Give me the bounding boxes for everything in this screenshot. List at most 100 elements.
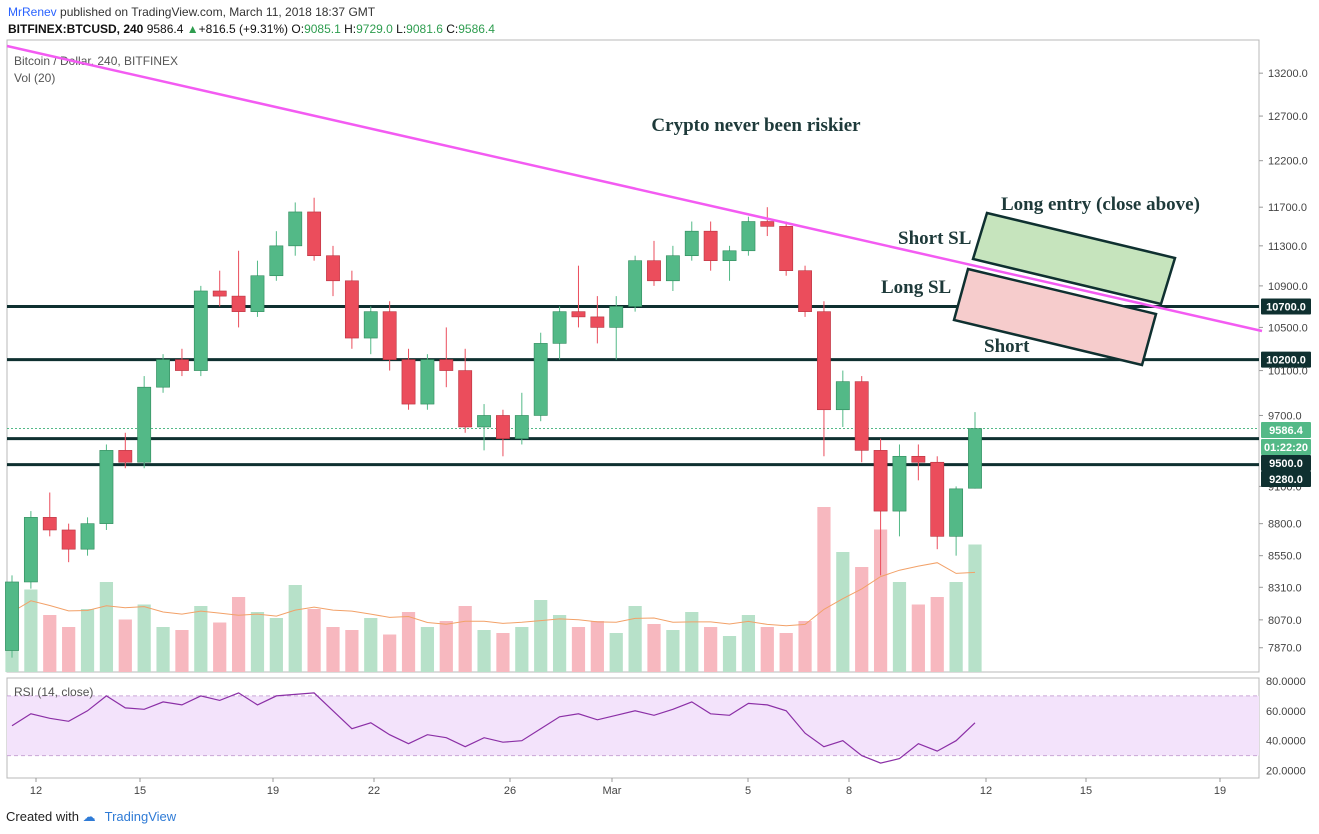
last-price: 9586.4 (146, 22, 184, 36)
long-sl-label: Long SL (881, 277, 951, 298)
price-marker-box (1261, 298, 1311, 315)
candle-body (401, 359, 416, 405)
candle-body (798, 270, 812, 312)
price-tick-label: 12200.0 (1268, 156, 1308, 168)
rsi-line (11, 692, 976, 764)
volume-bar (269, 618, 283, 672)
author-name[interactable]: MrRenev (8, 5, 57, 19)
candle-body (61, 529, 76, 550)
volume-bar (930, 597, 944, 672)
volume-bar (307, 609, 321, 672)
volume-bar (515, 627, 529, 672)
candle-body (42, 517, 57, 531)
price-tick-label: 8550.0 (1268, 551, 1302, 563)
volume-label: Vol (20) (14, 71, 55, 85)
candle-body (288, 211, 303, 247)
candle-body (854, 381, 869, 451)
volume-bar (722, 636, 737, 672)
candle-body (363, 311, 378, 339)
price-marker-label: 10200.0 (1266, 355, 1306, 367)
candle-body (741, 221, 756, 252)
candle-body (533, 343, 548, 416)
candle-body (439, 359, 454, 371)
volume-bar (892, 582, 907, 672)
price-tick-label: 12700.0 (1268, 111, 1308, 123)
volume-bar (817, 507, 831, 672)
volume-bar (458, 606, 472, 672)
candle-body (420, 359, 435, 405)
price-tick-label: 9700.0 (1268, 410, 1302, 422)
time-tick-label: 26 (504, 785, 516, 797)
candle-body (344, 280, 359, 339)
volume-bar (43, 615, 57, 672)
price-tick-label: 8310.0 (1268, 582, 1302, 594)
time-tick-label: 19 (1214, 785, 1226, 797)
price-tick-label: 11300.0 (1268, 241, 1307, 253)
volume-bar (326, 627, 340, 672)
time-tick-label: 12 (30, 785, 42, 797)
candle-body (307, 211, 322, 257)
candle-body (722, 250, 737, 261)
high-value: 9729.0 (356, 22, 393, 36)
volume-bar (968, 544, 982, 672)
candle-body (212, 290, 227, 297)
short-label: Short (984, 336, 1030, 357)
candle-body (99, 450, 114, 524)
price-tick-label: 13200.0 (1268, 68, 1308, 80)
volume-bar (741, 615, 756, 672)
candle-body (175, 359, 189, 371)
volume-bar (137, 604, 151, 672)
price-tick-label: 8070.0 (1268, 615, 1302, 627)
short-box (952, 267, 1158, 367)
volume-bar (704, 627, 718, 672)
volume-bar (175, 630, 189, 672)
price-marker-box (1261, 439, 1311, 455)
volume-bar (62, 627, 76, 672)
rsi-tick-label: 60.0000 (1266, 706, 1306, 718)
time-tick-label: 5 (745, 785, 751, 797)
long-entry-label: Long entry (close above) (1001, 194, 1200, 215)
time-tick-label: 8 (846, 785, 852, 797)
candle-body (949, 488, 964, 537)
price-marker-label: 9280.0 (1269, 474, 1303, 486)
price-pane (6, 39, 1260, 673)
price-tick-label: 8800.0 (1268, 519, 1302, 531)
rsi-label: RSI (14, close) (14, 685, 93, 699)
candle-body (156, 359, 170, 388)
tradingview-brand[interactable]: TradingView (104, 809, 177, 824)
candle-body (892, 455, 907, 512)
volume-bar (873, 529, 888, 672)
price-marker-label: 9586.4 (1269, 425, 1304, 437)
volume-bar (80, 609, 95, 672)
volume-bar (647, 624, 661, 672)
volume-bar (571, 627, 586, 672)
candle-body (382, 311, 397, 360)
low-value: 9081.6 (406, 22, 443, 36)
symbol: BITFINEX:BTCUSD, 240 (8, 22, 144, 36)
time-tick-label: Mar (603, 785, 622, 797)
price-marker-label: 9500.0 (1269, 458, 1303, 470)
volume-bar (552, 615, 567, 672)
candle-body (665, 255, 680, 282)
candle-body (193, 290, 208, 371)
candle-body (647, 260, 661, 282)
candle-body (137, 386, 152, 463)
volume-bar (231, 597, 246, 672)
trendline (6, 44, 1263, 333)
time-tick-label: 15 (134, 785, 146, 797)
price-tick-label: 10500.0 (1268, 322, 1308, 334)
time-tick-label: 22 (368, 785, 380, 797)
created-with: Created with (6, 809, 79, 824)
price-marker-box (1261, 422, 1311, 438)
candle-body (873, 450, 888, 512)
price-marker-box (1261, 455, 1311, 471)
volume-bar (590, 621, 604, 672)
publish-info: MrRenev published on TradingView.com, Ma… (8, 5, 375, 19)
volume-bar (949, 582, 963, 672)
volume-bar (213, 622, 227, 672)
long-entry-box (971, 211, 1177, 306)
candle-body (571, 311, 586, 318)
candle-body (118, 450, 133, 463)
candle-body (23, 517, 38, 583)
